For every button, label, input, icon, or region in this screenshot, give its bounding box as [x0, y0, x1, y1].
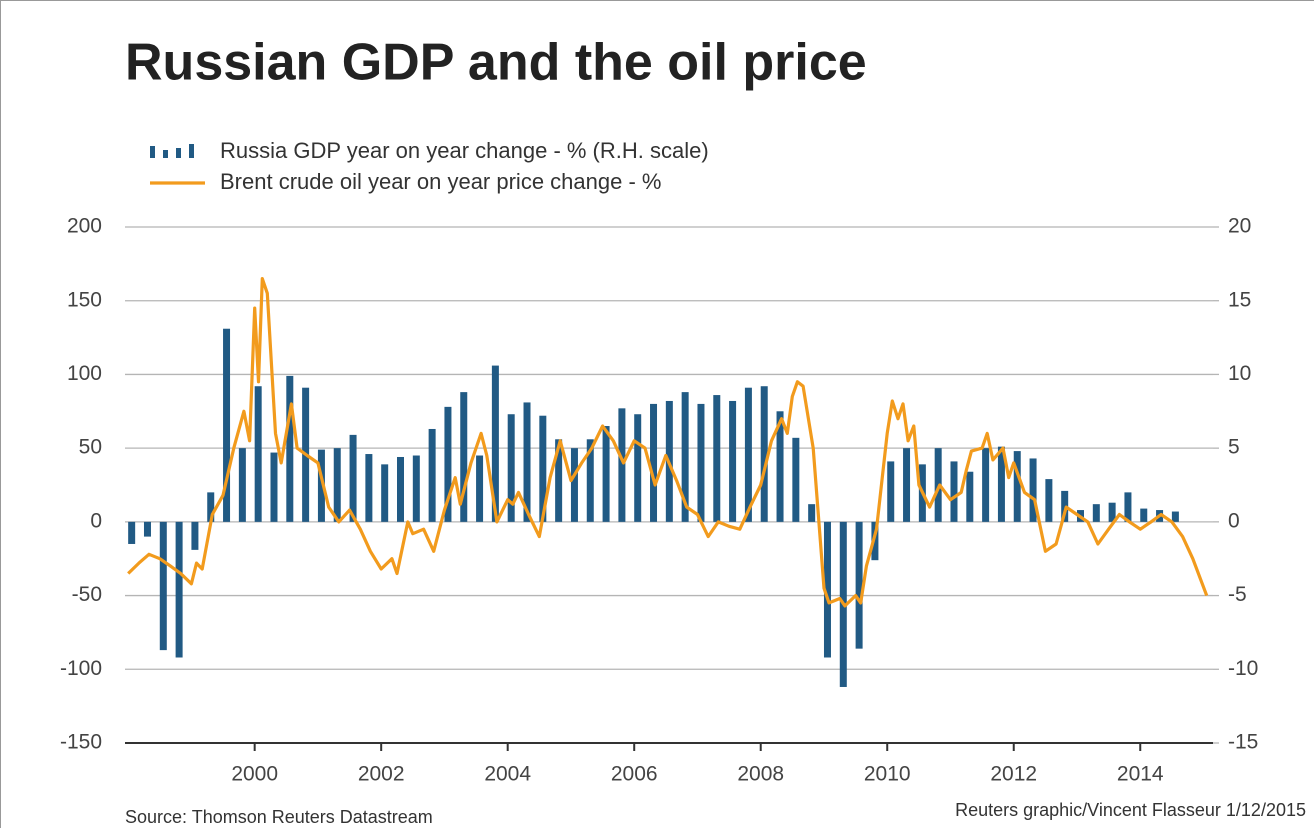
bar [128, 521, 136, 544]
x-tick-label: 2000 [231, 763, 278, 786]
y-tick-label: 0 [90, 509, 102, 532]
credit: Reuters graphic/Vincent Flasseur 1/12/20… [955, 800, 1306, 820]
bar [207, 492, 215, 522]
bar [1029, 458, 1037, 522]
bar [1013, 451, 1021, 522]
bar [381, 464, 389, 522]
legend-marker [163, 150, 168, 158]
y2-tick-label: 0 [1228, 509, 1240, 532]
x-tick-label: 2004 [484, 763, 531, 786]
bar [491, 365, 499, 522]
bar [950, 461, 958, 522]
bar [760, 386, 768, 522]
bar [713, 395, 721, 522]
legend-label: Russia GDP year on year change - % (R.H.… [220, 138, 709, 163]
y2-tick-label: 20 [1228, 215, 1251, 238]
bar [681, 392, 689, 522]
bar [444, 406, 452, 522]
bar [286, 375, 294, 522]
bar [1108, 502, 1116, 522]
bar [1092, 504, 1100, 522]
bar [143, 521, 151, 537]
y2-tick-label: 15 [1228, 288, 1251, 311]
x-tick-label: 2010 [864, 763, 911, 786]
y2-tick-label: 10 [1228, 362, 1251, 385]
bar [903, 448, 911, 522]
y-tick-label: 150 [67, 288, 102, 311]
bar [460, 392, 468, 522]
bar [523, 402, 531, 522]
source: Source: Thomson Reuters Datastream [125, 807, 433, 827]
legend-marker [176, 148, 181, 158]
bar [808, 504, 816, 522]
y2-tick-label: -10 [1228, 657, 1258, 680]
y2-tick-label: 5 [1228, 436, 1240, 459]
bar [238, 448, 246, 522]
chart-title: Russian GDP and the oil price [125, 34, 867, 92]
y-tick-label: 100 [67, 362, 102, 385]
bar [349, 434, 357, 522]
x-tick-label: 2014 [1117, 763, 1164, 786]
bar [317, 449, 325, 522]
legend-marker [150, 146, 155, 158]
line [127, 277, 1209, 608]
bar [223, 328, 231, 522]
legend-label: Brent crude oil year on year price chang… [220, 169, 661, 194]
bar [697, 403, 705, 522]
bar [602, 426, 610, 522]
bar [887, 461, 895, 522]
bar [586, 439, 594, 522]
x-tick-label: 2006 [611, 763, 658, 786]
bar [823, 521, 831, 658]
bar [982, 448, 990, 522]
bar [270, 452, 278, 522]
bar [634, 414, 642, 522]
bar [966, 471, 974, 522]
bar [1045, 479, 1053, 522]
x-tick-label: 2012 [990, 763, 1037, 786]
bar [618, 408, 626, 522]
bar [1171, 511, 1179, 522]
bar [650, 403, 658, 522]
bar [507, 414, 515, 522]
y-tick-label: -100 [60, 657, 102, 680]
bar [159, 521, 167, 651]
bar [428, 428, 436, 522]
bar [997, 446, 1005, 522]
bar [855, 521, 863, 649]
y-tick-label: -50 [72, 583, 102, 606]
bar [1061, 490, 1069, 522]
y2-tick-label: -5 [1228, 583, 1247, 606]
y2-tick-label: -15 [1228, 731, 1258, 754]
x-tick-label: 2002 [358, 763, 405, 786]
bar [555, 439, 563, 522]
bar [1124, 492, 1132, 522]
y-tick-label: -150 [60, 731, 102, 754]
bar [476, 455, 484, 522]
bar [729, 400, 737, 522]
bar [254, 386, 262, 522]
bar [792, 437, 800, 522]
bar [412, 455, 420, 522]
bar [570, 448, 578, 522]
bar [776, 411, 784, 522]
y-tick-label: 50 [79, 436, 102, 459]
bar [1140, 508, 1148, 522]
legend-marker [189, 144, 194, 158]
bar [175, 521, 183, 658]
y-tick-label: 200 [67, 215, 102, 238]
bar [397, 456, 404, 522]
bar [365, 454, 373, 522]
bar [744, 387, 752, 522]
bar [333, 448, 341, 522]
x-tick-label: 2008 [737, 763, 784, 786]
bar [539, 415, 547, 522]
bar [191, 521, 199, 550]
